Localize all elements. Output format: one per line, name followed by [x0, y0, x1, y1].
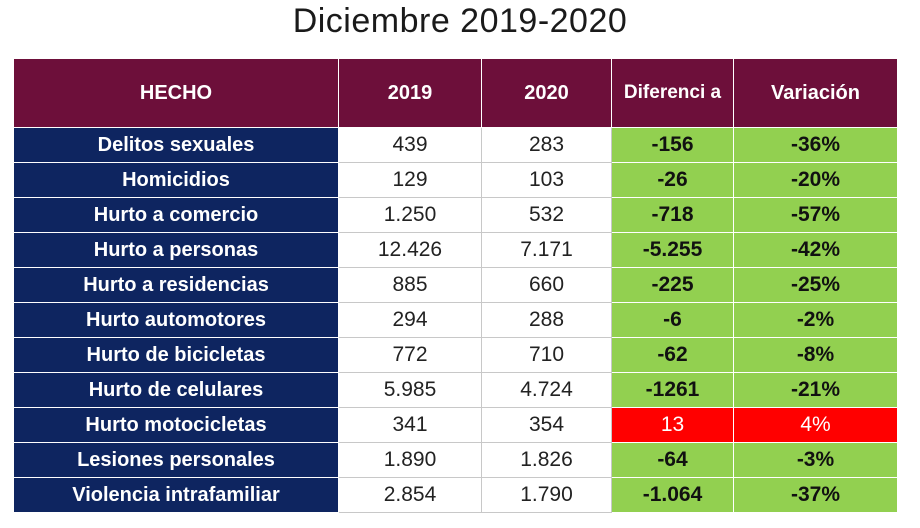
- cell-diferencia: -62: [611, 337, 734, 373]
- cell-variacion: 4%: [733, 407, 898, 443]
- table-body: Delitos sexuales 439 283 -156 -36% Homicidios…: [13, 127, 898, 513]
- cell-2019: 341: [338, 407, 482, 443]
- cell-hecho: Hurto a personas: [13, 232, 339, 268]
- cell-hecho: Homicidios: [13, 162, 339, 198]
- cell-diferencia: -6: [611, 302, 734, 338]
- table-header: HECHO 2019 2020 Diferenci a Variación: [13, 58, 898, 128]
- cell-diferencia: -156: [611, 127, 734, 163]
- cell-2020: 4.724: [481, 372, 612, 408]
- cell-hecho: Violencia intrafamiliar: [13, 477, 339, 513]
- cell-variacion: -57%: [733, 197, 898, 233]
- cell-2019: 294: [338, 302, 482, 338]
- table-row: Hurto a comercio 1.250 532 -718 -57%: [13, 197, 898, 233]
- cell-hecho: Hurto automotores: [13, 302, 339, 338]
- page-title: Diciembre 2019-2020: [292, 2, 628, 40]
- cell-variacion: -2%: [733, 302, 898, 338]
- cell-2019: 439: [338, 127, 482, 163]
- table-row: Violencia intrafamiliar 2.854 1.790 -1.064-…: [13, 477, 898, 513]
- cell-2019: 772: [338, 337, 482, 373]
- cell-2020: 354: [481, 407, 612, 443]
- cell-2020: 283: [481, 127, 612, 163]
- cell-diferencia: -64: [611, 442, 734, 478]
- table-row: Hurto de bicicletas 772 710 -62 -8%: [13, 337, 898, 373]
- cell-hecho: Hurto de celulares: [13, 372, 339, 408]
- column-header-2019: 2019: [338, 58, 482, 128]
- cell-2019: 5.985: [338, 372, 482, 408]
- cell-2020: 1.790: [481, 477, 612, 513]
- cell-diferencia: -718: [611, 197, 734, 233]
- cell-hecho: Hurto a residencias: [13, 267, 339, 303]
- cell-hecho: Hurto a comercio: [13, 197, 339, 233]
- cell-2019: 1.250: [338, 197, 482, 233]
- cell-2019: 129: [338, 162, 482, 198]
- table-row: Homicidios 129 103 -26 -20%: [13, 162, 898, 198]
- cell-2020: 1.826: [481, 442, 612, 478]
- cell-diferencia: -1261: [611, 372, 734, 408]
- cell-diferencia: 13: [611, 407, 734, 443]
- cell-variacion: -20%: [733, 162, 898, 198]
- cell-hecho: Delitos sexuales: [13, 127, 339, 163]
- cell-diferencia: -5.255: [611, 232, 734, 268]
- table-row: Hurto automotores 294 288 -6 -2%: [13, 302, 898, 338]
- cell-2020: 532: [481, 197, 612, 233]
- table-row: Hurto a personas 12.426 7.171 -5.255 -42%: [13, 232, 898, 268]
- table-row: Delitos sexuales 439 283 -156 -36%: [13, 127, 898, 163]
- table-row: Hurto a residencias 885 660 -225 -25%: [13, 267, 898, 303]
- cell-variacion: -42%: [733, 232, 898, 268]
- cell-hecho: Hurto motocicletas: [13, 407, 339, 443]
- column-header-2020: 2020: [481, 58, 612, 128]
- cell-variacion: -25%: [733, 267, 898, 303]
- table-row: Hurto de celulares 5.985 4.724 -1261 -21%: [13, 372, 898, 408]
- cell-2020: 103: [481, 162, 612, 198]
- column-header-hecho: HECHO: [13, 58, 339, 128]
- header-row: HECHO 2019 2020 Diferenci a Variación: [13, 58, 898, 128]
- cell-hecho: Hurto de bicicletas: [13, 337, 339, 373]
- cell-2020: 288: [481, 302, 612, 338]
- cell-2019: 885: [338, 267, 482, 303]
- table-row: Hurto motocicletas 341 354 13 4%: [13, 407, 898, 443]
- cell-diferencia: -26: [611, 162, 734, 198]
- cell-variacion: -36%: [733, 127, 898, 163]
- table-row: Lesiones personales 1.890 1.826 -64 -3%: [13, 442, 898, 478]
- crime-comparison-table: HECHO 2019 2020 Diferenci a Variación De…: [13, 58, 898, 513]
- cell-2020: 660: [481, 267, 612, 303]
- column-header-variacion: Variación: [733, 58, 898, 128]
- cell-variacion: -8%: [733, 337, 898, 373]
- cell-2019: 12.426: [338, 232, 482, 268]
- column-header-diferencia: Diferenci a: [611, 58, 734, 128]
- cell-diferencia: -225: [611, 267, 734, 303]
- cell-hecho: Lesiones personales: [13, 442, 339, 478]
- cell-2020: 710: [481, 337, 612, 373]
- cell-2019: 2.854: [338, 477, 482, 513]
- cell-diferencia: -1.064: [611, 477, 734, 513]
- cell-2020: 7.171: [481, 232, 612, 268]
- cell-2019: 1.890: [338, 442, 482, 478]
- cell-variacion: -37%: [733, 477, 898, 513]
- cell-variacion: -3%: [733, 442, 898, 478]
- cell-variacion: -21%: [733, 372, 898, 408]
